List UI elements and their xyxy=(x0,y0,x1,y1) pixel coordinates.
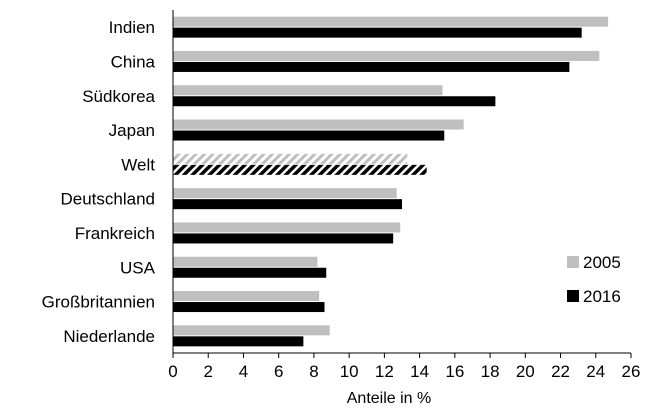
category-label: Japan xyxy=(109,121,155,140)
bar-usa-2016 xyxy=(173,267,327,278)
x-tick-label: 8 xyxy=(309,362,318,381)
bar-welt-2005 xyxy=(173,153,408,164)
x-tick-label: 26 xyxy=(622,362,641,381)
x-axis-label: Anteile in % xyxy=(347,390,432,407)
category-label: Deutschland xyxy=(60,190,155,209)
x-tick-label: 12 xyxy=(375,362,394,381)
x-tick-label: 24 xyxy=(586,362,605,381)
bar-gro-britannien-2005 xyxy=(173,291,320,302)
category-label: Niederlande xyxy=(63,327,155,346)
category-label: Südkorea xyxy=(82,87,155,106)
x-tick-label: 20 xyxy=(516,362,535,381)
bar-indien-2016 xyxy=(173,27,582,38)
category-labels: Indien China Südkorea Japan Welt Deutschland F… xyxy=(42,18,156,346)
x-tick-label: 2 xyxy=(203,362,212,381)
bar-deutschland-2005 xyxy=(173,188,397,199)
bar-frankreich-2016 xyxy=(173,233,394,244)
bar-japan-2005 xyxy=(173,119,464,130)
category-label: Welt xyxy=(121,155,155,174)
bar-deutschland-2016 xyxy=(173,199,402,210)
x-tick-label: 6 xyxy=(274,362,283,381)
legend-swatch-2016 xyxy=(567,290,579,302)
x-tick-label: 16 xyxy=(445,362,464,381)
x-tick-label: 4 xyxy=(239,362,248,381)
x-tick-label: 18 xyxy=(481,362,500,381)
category-label: China xyxy=(111,52,156,71)
x-axis-ticks: 0 2 4 6 8 10 12 14 16 18 20 22 24 26 xyxy=(168,353,640,381)
legend-label-2005: 2005 xyxy=(583,253,621,272)
bar-gro-britannien-2016 xyxy=(173,302,325,313)
x-tick-label: 0 xyxy=(168,362,177,381)
legend-swatch-2005 xyxy=(567,256,579,268)
bar-china-2016 xyxy=(173,61,570,72)
legend-label-2016: 2016 xyxy=(583,287,621,306)
bars-group xyxy=(173,16,609,347)
bar-china-2005 xyxy=(173,50,600,61)
bar-indien-2005 xyxy=(173,16,609,27)
x-tick-label: 14 xyxy=(410,362,429,381)
bar-niederlande-2005 xyxy=(173,325,330,336)
x-tick-label: 22 xyxy=(551,362,570,381)
bar-s-dkorea-2016 xyxy=(173,96,496,107)
bar-frankreich-2005 xyxy=(173,222,401,233)
bar-s-dkorea-2005 xyxy=(173,85,443,96)
category-label: Großbritannien xyxy=(42,293,155,312)
category-label: Indien xyxy=(109,18,155,37)
bar-niederlande-2016 xyxy=(173,336,304,347)
x-tick-label: 10 xyxy=(340,362,359,381)
category-label: USA xyxy=(120,258,156,277)
legend: 2005 2016 xyxy=(567,253,621,306)
category-label: Frankreich xyxy=(75,224,155,243)
bar-welt-2016 xyxy=(173,164,427,175)
bar-japan-2016 xyxy=(173,130,445,141)
bar-usa-2005 xyxy=(173,256,318,267)
